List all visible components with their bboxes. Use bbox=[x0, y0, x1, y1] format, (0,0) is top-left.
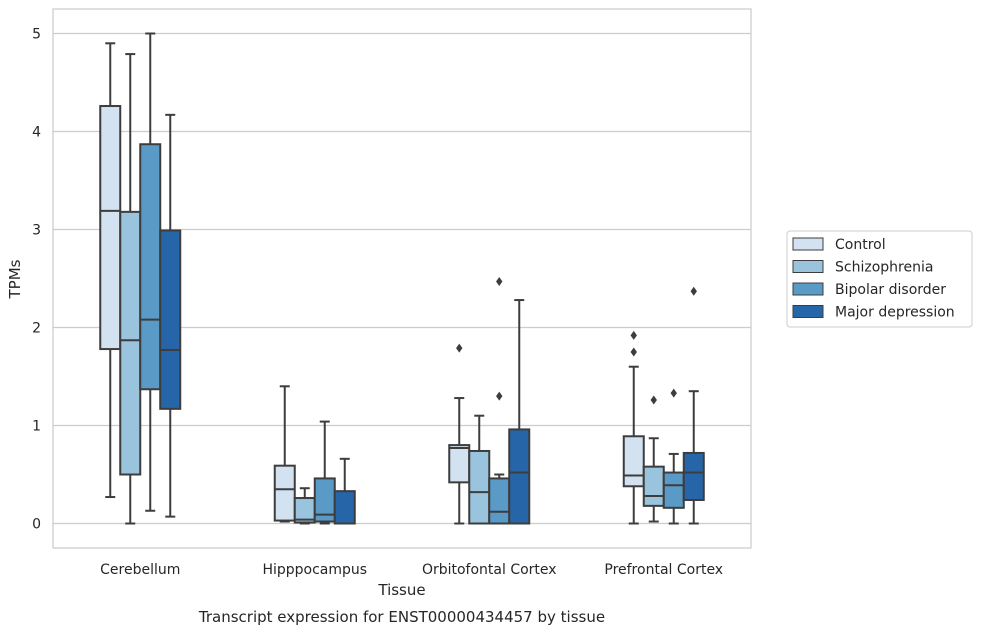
outlier-point bbox=[496, 391, 503, 401]
legend-swatch bbox=[792, 282, 824, 296]
legend-entry: Control bbox=[835, 237, 886, 253]
y-tick-label: 1 bbox=[32, 419, 41, 435]
legend-entry: Bipolar disorder bbox=[835, 282, 946, 298]
box-3-1 bbox=[642, 395, 665, 523]
box-iqr bbox=[682, 451, 705, 501]
legend-swatch bbox=[792, 237, 824, 251]
box-groups bbox=[99, 32, 705, 525]
box-1-2 bbox=[313, 420, 336, 525]
outlier-point bbox=[496, 276, 503, 286]
box-iqr bbox=[99, 105, 122, 351]
legend-entry: Schizophrenia bbox=[835, 260, 933, 276]
legend-swatch bbox=[792, 305, 824, 318]
box-iqr bbox=[159, 229, 182, 410]
y-axis-label: TPMs bbox=[6, 259, 24, 299]
legend-entry: Major depression bbox=[835, 305, 955, 321]
outlier-point bbox=[630, 330, 637, 340]
y-axis-ticks: 0 1 2 3 4 5 bbox=[32, 27, 41, 533]
legend: Control Schizophrenia Bipolar disorder Majo… bbox=[786, 230, 973, 328]
box-1-0 bbox=[273, 385, 296, 523]
box-iqr bbox=[273, 464, 296, 522]
box-iqr bbox=[468, 449, 491, 525]
box-iqr bbox=[333, 490, 356, 525]
y-tick-label: 2 bbox=[32, 321, 41, 337]
box-iqr bbox=[139, 143, 162, 391]
box-3-3 bbox=[682, 286, 705, 525]
box-1-3 bbox=[333, 457, 356, 525]
y-tick-label: 4 bbox=[32, 125, 41, 141]
x-axis-ticks: Cerebellum Hipppocampus Orbitofontal Corte… bbox=[100, 562, 723, 578]
box-iqr bbox=[622, 435, 645, 488]
figure-caption: Transcript expression for ENST0000043445… bbox=[198, 608, 605, 626]
x-tick-label: Hipppocampus bbox=[262, 562, 367, 578]
box-3-0 bbox=[622, 330, 645, 525]
outlier-point bbox=[650, 395, 657, 405]
outlier-point bbox=[670, 388, 677, 398]
box-iqr bbox=[642, 465, 665, 507]
x-tick-label: Cerebellum bbox=[100, 562, 180, 578]
box-0-3 bbox=[159, 113, 182, 518]
box-iqr bbox=[488, 477, 511, 525]
y-tick-label: 0 bbox=[32, 517, 41, 533]
x-tick-label: Prefrontal Cortex bbox=[604, 562, 723, 578]
box-iqr bbox=[508, 428, 531, 525]
legend-swatch bbox=[792, 260, 824, 273]
box-2-3 bbox=[508, 299, 531, 525]
outlier-point bbox=[690, 286, 697, 296]
y-tick-label: 3 bbox=[32, 223, 41, 239]
outlier-point bbox=[630, 347, 637, 357]
legend-frame bbox=[786, 230, 973, 328]
box-iqr bbox=[448, 444, 471, 484]
y-tick-label: 5 bbox=[32, 27, 41, 43]
x-tick-label: Orbitofontal Cortex bbox=[422, 562, 557, 578]
x-axis-label: Tissue bbox=[377, 581, 425, 599]
box-iqr bbox=[662, 471, 685, 509]
box-2-0 bbox=[448, 343, 471, 525]
box-iqr bbox=[119, 210, 142, 476]
outlier-point bbox=[456, 343, 463, 353]
